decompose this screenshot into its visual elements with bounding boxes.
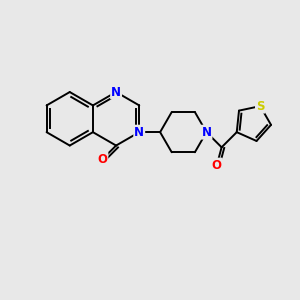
Text: S: S <box>256 100 264 112</box>
Text: O: O <box>98 153 107 166</box>
Text: N: N <box>202 126 212 139</box>
Text: O: O <box>212 159 222 172</box>
Text: N: N <box>134 126 144 139</box>
Text: N: N <box>111 85 121 98</box>
